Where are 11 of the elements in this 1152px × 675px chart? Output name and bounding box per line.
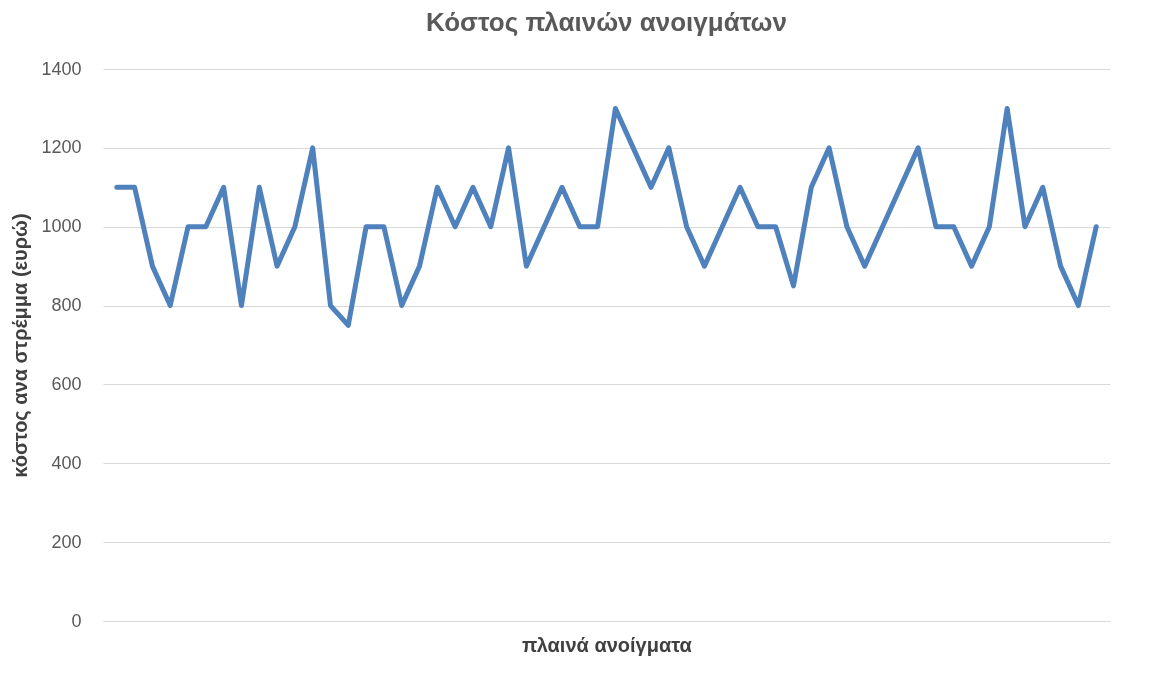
y-tick-label: 200 — [51, 531, 82, 552]
x-axis-title: πλαινά ανοίγματα — [522, 633, 693, 656]
y-tick-label: 400 — [51, 452, 82, 473]
chart-title: Κόστος πλαινών ανοιγμάτων — [426, 7, 787, 37]
y-tick-label: 0 — [71, 610, 82, 631]
y-tick-label: 1400 — [41, 58, 82, 79]
y-tick-label: 1000 — [41, 216, 82, 237]
y-tick-label: 1200 — [41, 137, 82, 158]
y-axis-title: κόστος ανα στρέμμα (ευρώ) — [9, 213, 32, 478]
y-tick-label: 600 — [51, 373, 82, 394]
y-tick-label: 800 — [51, 295, 82, 316]
